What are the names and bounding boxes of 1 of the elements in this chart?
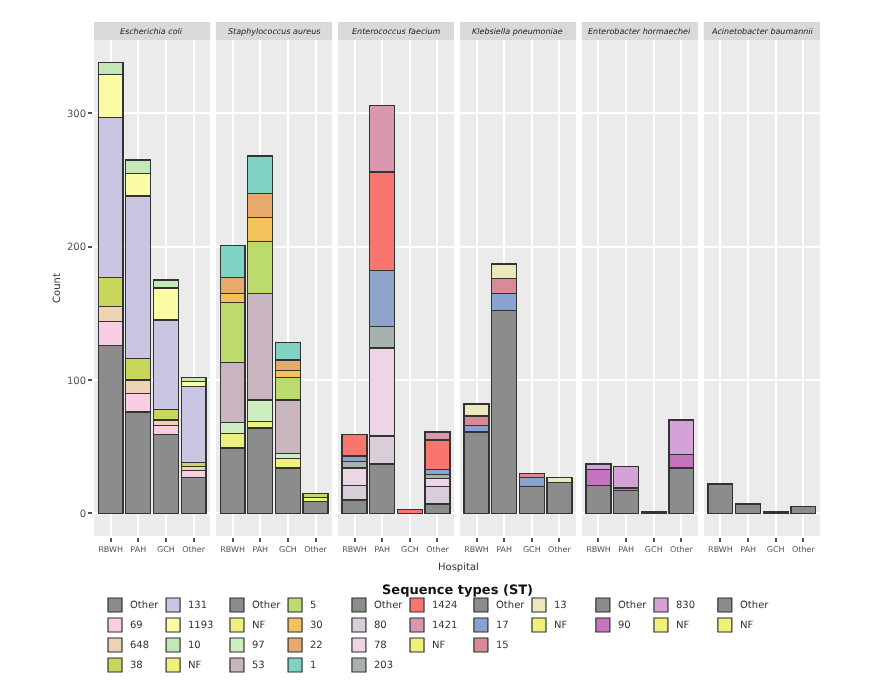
bar	[424, 439, 451, 470]
